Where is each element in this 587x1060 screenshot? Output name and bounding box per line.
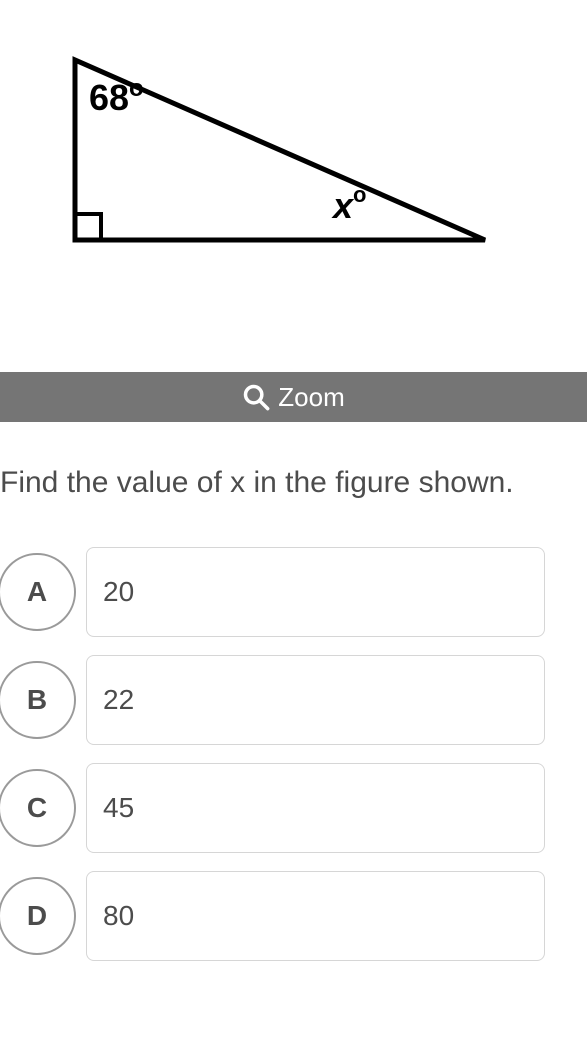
figure-area: 68o xo — [0, 0, 587, 372]
angle-label-68: 68o — [89, 75, 144, 118]
triangle-diagram: 68o xo — [55, 40, 515, 270]
right-angle-marker — [75, 214, 101, 240]
choice-letter: B — [0, 661, 76, 739]
zoom-button[interactable]: Zoom — [0, 372, 587, 422]
zoom-label: Zoom — [278, 382, 344, 413]
angle-label-x: xo — [331, 182, 366, 226]
choice-value: 20 — [86, 547, 545, 637]
search-icon — [242, 383, 270, 411]
choice-d[interactable]: D 80 — [0, 871, 587, 961]
choice-b[interactable]: B 22 — [0, 655, 587, 745]
question-text: Find the value of x in the figure shown. — [0, 460, 587, 507]
choice-letter: D — [0, 877, 76, 955]
choices-list: A 20 B 22 C 45 D 80 — [0, 507, 587, 961]
choice-letter: A — [0, 553, 76, 631]
choice-c[interactable]: C 45 — [0, 763, 587, 853]
choice-value: 22 — [86, 655, 545, 745]
choice-value: 45 — [86, 763, 545, 853]
choice-value: 80 — [86, 871, 545, 961]
choice-letter: C — [0, 769, 76, 847]
choice-a[interactable]: A 20 — [0, 547, 587, 637]
question-area: Find the value of x in the figure shown.… — [0, 422, 587, 961]
